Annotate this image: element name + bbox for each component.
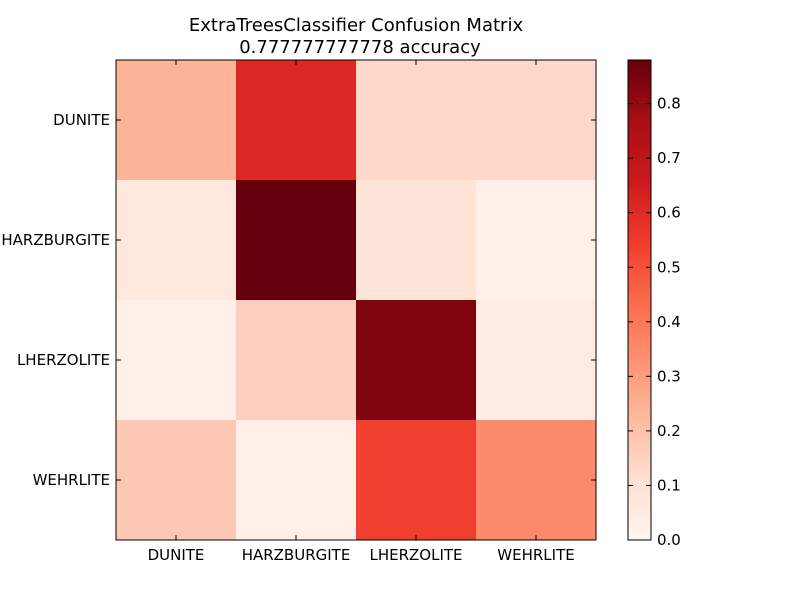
chart-subtitle: 0.777777777778 accuracy: [239, 37, 481, 58]
heatmap-cell-1-1: [236, 180, 356, 300]
heatmap-cell-2-2: [356, 300, 476, 420]
heatmap-cell-2-0: [116, 300, 236, 420]
x-tick-label: LHERZOLITE: [369, 546, 462, 564]
heatmap-cell-2-1: [236, 300, 356, 420]
heatmap-cell-3-1: [236, 420, 356, 540]
y-tick-label: HARZBURGITE: [1, 231, 110, 249]
colorbar-tick-label: 0.3: [657, 367, 681, 385]
colorbar-tick-label: 0.1: [657, 476, 681, 494]
y-tick-label: LHERZOLITE: [17, 351, 110, 369]
axis-ticks: DUNITE HARZBURGITE LHERZOLITE WEHRLITE DUNIT…: [1, 60, 596, 564]
y-tick-label: WEHRLITE: [33, 471, 110, 489]
colorbar-tick-label: 0.6: [657, 204, 681, 222]
heatmap-cell-2-3: [476, 300, 596, 420]
heatmap-cell-3-0: [116, 420, 236, 540]
plot-frame: [115, 59, 597, 541]
colorbar-tick-label: 0.4: [657, 313, 681, 331]
colorbar-tick-label: 0.5: [657, 258, 681, 276]
heatmap-cell-1-2: [356, 180, 476, 300]
heatmap-cell-3-3: [476, 420, 596, 540]
colorbar-tick-label: 0.2: [657, 422, 681, 440]
colorbar: 0.0 0.1 0.2 0.3 0.4 0.5 0.6 0.7 0.8: [627, 59, 681, 549]
colorbar-gradient: [627, 59, 652, 541]
heatmap-cell-0-3: [476, 60, 596, 180]
x-tick-label: HARZBURGITE: [242, 546, 351, 564]
heatmap-cell-1-3: [476, 180, 596, 300]
x-tick-label: WEHRLITE: [497, 546, 574, 564]
heatmap-cells: [116, 60, 596, 540]
colorbar-tick-label: 0.7: [657, 149, 681, 167]
heatmap-cell-0-0: [116, 60, 236, 180]
heatmap-cell-0-1: [236, 60, 356, 180]
colorbar-tick-label: 0.8: [657, 95, 681, 113]
x-tick-label: DUNITE: [148, 546, 205, 564]
chart-title: ExtraTreesClassifier Confusion Matrix: [189, 15, 524, 36]
colorbar-tick-label: 0.0: [657, 531, 681, 549]
y-tick-label: DUNITE: [53, 111, 110, 129]
heatmap-cell-3-2: [356, 420, 476, 540]
heatmap-cell-0-2: [356, 60, 476, 180]
heatmap-cell-1-0: [116, 180, 236, 300]
